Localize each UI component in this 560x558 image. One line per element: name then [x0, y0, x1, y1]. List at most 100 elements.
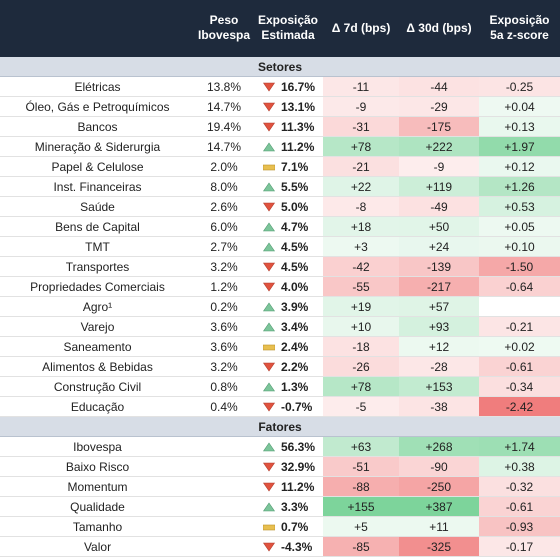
- trend-indicator: [263, 242, 275, 252]
- d30-cell: +24: [399, 236, 479, 257]
- row-label: Baixo Risco: [0, 456, 195, 477]
- data-row: Mineração & Siderurgia 14.7% 11.2% +78 +222 +…: [0, 136, 560, 157]
- weight-cell: 0.8%: [195, 376, 253, 397]
- trend-indicator: [263, 202, 275, 212]
- d30-cell: +268: [399, 436, 479, 457]
- exposure-cell: 3.4%: [253, 316, 323, 337]
- data-row: Elétricas 13.8% 16.7% -11 -44 -0.25: [0, 76, 560, 97]
- exposure-value: 11.2%: [281, 479, 315, 494]
- trend-icon: [263, 302, 275, 312]
- trend-indicator: [263, 442, 275, 452]
- row-label: Momentum: [0, 476, 195, 497]
- d7-cell: +155: [323, 496, 399, 517]
- weight-cell: 3.6%: [195, 316, 253, 337]
- header-cell: Δ 7d (bps): [323, 0, 399, 57]
- d30-cell: -325: [399, 536, 479, 557]
- exposure-value: 2.2%: [281, 359, 309, 374]
- weight-cell: 2.7%: [195, 236, 253, 257]
- exposure-cell: 1.3%: [253, 376, 323, 397]
- d30-cell: +57: [399, 296, 479, 317]
- exposure-value: 16.7%: [281, 79, 316, 94]
- trend-shape: [263, 283, 275, 292]
- trend-indicator: [263, 542, 275, 552]
- exposure-cell: 16.7%: [253, 76, 323, 97]
- d7-cell: +78: [323, 376, 399, 397]
- row-label: Saúde: [0, 196, 195, 217]
- trend-shape: [263, 363, 275, 372]
- exposure-value: 3.3%: [281, 499, 309, 514]
- d7-cell: -5: [323, 396, 399, 417]
- exposure-value: 2.4%: [281, 339, 309, 354]
- data-row: Momentum 11.2% -88 -250 -0.32: [0, 476, 560, 497]
- section-row: Fatores: [0, 416, 560, 437]
- data-row: TMT 2.7% 4.5% +3 +24 +0.10: [0, 236, 560, 257]
- trend-indicator: [263, 122, 275, 132]
- d30-cell: +387: [399, 496, 479, 517]
- header-cell: Exposição Estimada: [253, 0, 323, 57]
- z-cell: +0.53: [479, 196, 560, 217]
- trend-icon: [263, 283, 275, 292]
- trend-indicator: [263, 222, 275, 232]
- trend-icon: [263, 242, 275, 252]
- z-cell: +0.05: [479, 216, 560, 237]
- trend-shape: [263, 442, 275, 452]
- data-row: Varejo 3.6% 3.4% +10 +93 -0.21: [0, 316, 560, 337]
- data-row: Saúde 2.6% 5.0% -8 -49 +0.53: [0, 196, 560, 217]
- exposure-cell: 4.0%: [253, 276, 323, 297]
- exposure-value: 1.3%: [281, 379, 309, 394]
- trend-icon: [263, 483, 275, 492]
- z-cell: -0.25: [479, 76, 560, 97]
- d7-cell: +10: [323, 316, 399, 337]
- weight-cell: [195, 536, 253, 557]
- header-cell: Δ 30d (bps): [399, 0, 479, 57]
- z-cell: -0.61: [479, 356, 560, 377]
- trend-shape: [263, 182, 275, 192]
- data-row: Agro¹ 0.2% 3.9% +19 +57: [0, 296, 560, 317]
- d7-cell: -31: [323, 116, 399, 137]
- exposure-value: 4.5%: [281, 259, 309, 274]
- z-cell: +0.12: [479, 156, 560, 177]
- trend-shape: [263, 203, 275, 212]
- trend-indicator: [263, 402, 275, 412]
- weight-cell: 3.6%: [195, 336, 253, 357]
- row-label: Papel & Celulose: [0, 156, 195, 177]
- trend-shape: [263, 525, 275, 531]
- d30-cell: -139: [399, 256, 479, 277]
- exposure-cell: 3.9%: [253, 296, 323, 317]
- row-label: Bens de Capital: [0, 216, 195, 237]
- row-label: Mineração & Siderurgia: [0, 136, 195, 157]
- trend-indicator: [263, 162, 275, 172]
- d30-cell: -90: [399, 456, 479, 477]
- z-cell: +0.13: [479, 116, 560, 137]
- row-label: Educação: [0, 396, 195, 417]
- trend-icon: [263, 182, 275, 192]
- exposure-value: 7.1%: [281, 159, 309, 174]
- d7-cell: +19: [323, 296, 399, 317]
- d30-cell: -9: [399, 156, 479, 177]
- weight-cell: 19.4%: [195, 116, 253, 137]
- weight-cell: [195, 516, 253, 537]
- exposure-value: 3.4%: [281, 319, 309, 334]
- d7-cell: -88: [323, 476, 399, 497]
- weight-cell: [195, 436, 253, 457]
- z-cell: -2.42: [479, 396, 560, 417]
- exposure-cell: 2.2%: [253, 356, 323, 377]
- row-label: Bancos: [0, 116, 195, 137]
- data-row: Baixo Risco 32.9% -51 -90 +0.38: [0, 456, 560, 477]
- trend-shape: [263, 543, 275, 552]
- d30-cell: +153: [399, 376, 479, 397]
- section-title: Setores: [0, 56, 560, 77]
- z-cell: +1.74: [479, 436, 560, 457]
- weight-cell: 1.2%: [195, 276, 253, 297]
- data-row: Inst. Financeiras 8.0% 5.5% +22 +119 +1.26: [0, 176, 560, 197]
- d30-cell: -49: [399, 196, 479, 217]
- exposure-value: 5.5%: [281, 179, 309, 194]
- data-row: Alimentos & Bebidas 3.2% 2.2% -26 -28 -0.61: [0, 356, 560, 377]
- trend-icon: [263, 525, 275, 531]
- trend-icon: [263, 442, 275, 452]
- trend-indicator: [263, 282, 275, 292]
- trend-icon: [263, 165, 275, 171]
- d7-cell: -85: [323, 536, 399, 557]
- trend-icon: [263, 502, 275, 512]
